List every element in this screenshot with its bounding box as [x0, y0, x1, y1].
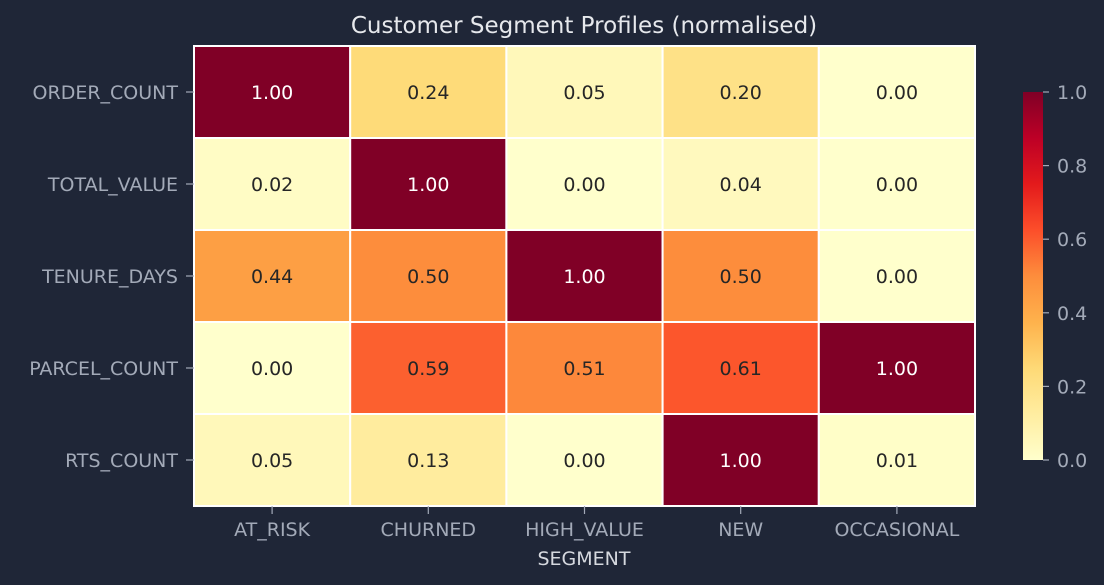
colorbar: 0.0 0.2 0.4 0.6 0.8 1.0	[1023, 82, 1087, 472]
x-axis-label: SEGMENT	[537, 548, 630, 570]
heatmap-cell	[349, 321, 508, 415]
cell-value-label: 1.00	[876, 358, 918, 380]
heatmap-cell	[349, 45, 508, 139]
heatmap-cell	[505, 45, 664, 139]
y-tick-label: RTS_COUNT	[65, 450, 178, 472]
x-tick-label: HIGH_VALUE	[525, 519, 644, 541]
cell-value-label: 1.00	[563, 266, 605, 288]
heatmap-cell	[817, 137, 976, 231]
cell-value-label: 0.24	[407, 82, 449, 104]
cell-value-label: 0.00	[876, 266, 918, 288]
colorbar-tick-label: 0.8	[1057, 156, 1087, 178]
heatmap-cells: 1.00 0.24 0.05 0.20 0.00 0.02 1.00 0.00 0.04 0.00…	[193, 45, 976, 507]
cell-value-label: 0.01	[876, 450, 918, 472]
cell-value-label: 1.00	[720, 450, 762, 472]
cell-value-label: 1.00	[251, 82, 293, 104]
heatmap-cell	[193, 45, 352, 139]
heatmap-cell	[661, 321, 820, 415]
x-axis: AT_RISK CHURNED HIGH_VALUE NEW OCCASIONAL	[234, 506, 960, 541]
cell-value-label: 0.05	[251, 450, 293, 472]
cell-value-label: 0.50	[720, 266, 762, 288]
y-tick-label: PARCEL_COUNT	[29, 358, 178, 380]
heatmap-cell	[817, 413, 976, 507]
colorbar-tick-label: 1.0	[1057, 82, 1087, 104]
heatmap-cell	[349, 413, 508, 507]
cell-value-label: 0.00	[251, 358, 293, 380]
cell-value-label: 0.00	[876, 174, 918, 196]
colorbar-tick-label: 0.6	[1057, 229, 1087, 251]
heatmap-cell	[661, 229, 820, 323]
cell-value-label: 0.50	[407, 266, 449, 288]
y-tick-label: TOTAL_VALUE	[47, 174, 178, 196]
cell-value-label: 0.51	[563, 358, 605, 380]
colorbar-gradient	[1023, 92, 1043, 460]
cell-value-label: 0.20	[720, 82, 762, 104]
cell-value-label: 0.05	[563, 82, 605, 104]
colorbar-tick-label: 0.4	[1057, 303, 1087, 325]
heatmap-cell	[505, 413, 664, 507]
y-axis: ORDER_COUNT TOTAL_VALUE TENURE_DAYS PARCEL_…	[29, 82, 194, 472]
cell-value-label: 0.00	[563, 450, 605, 472]
chart-title: Customer Segment Profiles (normalised)	[351, 13, 817, 39]
cell-value-label: 0.61	[720, 358, 762, 380]
colorbar-tick-label: 0.0	[1057, 450, 1087, 472]
x-tick-label: AT_RISK	[234, 519, 310, 541]
cell-value-label: 0.44	[251, 266, 293, 288]
cell-value-label: 1.00	[407, 174, 449, 196]
y-tick-label: ORDER_COUNT	[33, 82, 179, 104]
cell-value-label: 0.00	[876, 82, 918, 104]
heatmap-cell	[505, 321, 664, 415]
heatmap-cell	[349, 229, 508, 323]
cell-value-label: 0.02	[251, 174, 293, 196]
cell-value-label: 0.13	[407, 450, 449, 472]
x-tick-label: OCCASIONAL	[834, 519, 959, 541]
cell-value-label: 0.00	[563, 174, 605, 196]
heatmap-cell	[817, 321, 976, 415]
heatmap-cell	[193, 413, 352, 507]
x-tick-label: CHURNED	[381, 519, 477, 541]
cell-value-label: 0.04	[720, 174, 762, 196]
y-tick-label: TENURE_DAYS	[41, 266, 178, 288]
heatmap-cell	[505, 137, 664, 231]
x-tick-label: NEW	[718, 519, 763, 541]
colorbar-tick-label: 0.2	[1057, 376, 1087, 398]
cell-value-label: 0.59	[407, 358, 449, 380]
